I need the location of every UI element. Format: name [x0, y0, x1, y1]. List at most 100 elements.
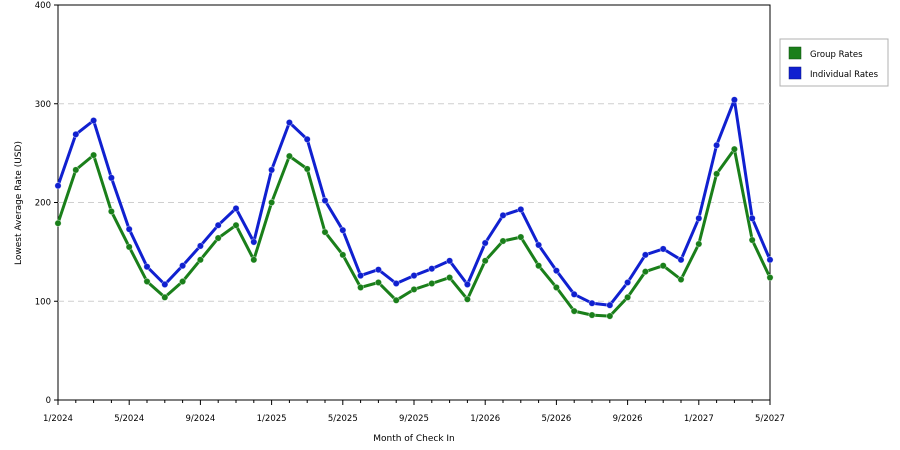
- data-point-individual-rates: [161, 280, 169, 288]
- x-tick-label: 1/2026: [470, 414, 500, 424]
- legend: Group Rates Individual Rates: [779, 38, 889, 87]
- data-point-individual-rates: [730, 96, 738, 104]
- data-point-individual-rates: [570, 290, 578, 298]
- data-point-individual-rates: [339, 226, 347, 234]
- data-point-individual-rates: [517, 205, 525, 213]
- data-point-individual-rates: [179, 262, 187, 270]
- data-point-group-rates: [730, 145, 738, 153]
- data-point-individual-rates: [713, 141, 721, 149]
- x-tick-label: 9/2026: [613, 414, 643, 424]
- y-axis-title: Lowest Average Rate (USD): [14, 141, 24, 265]
- data-point-group-rates: [161, 293, 169, 301]
- data-point-individual-rates: [374, 266, 382, 274]
- data-point-group-rates: [624, 293, 632, 301]
- data-point-individual-rates: [499, 211, 507, 219]
- data-point-group-rates: [695, 240, 703, 248]
- legend-label-individual-rates: Individual Rates: [810, 70, 879, 80]
- data-point-individual-rates: [410, 272, 418, 280]
- y-tick-label: 200: [35, 199, 51, 209]
- data-point-group-rates: [428, 279, 436, 287]
- x-tick-label: 1/2025: [257, 414, 287, 424]
- legend-swatch-individual-rates: [788, 66, 802, 80]
- data-point-individual-rates: [766, 256, 774, 264]
- data-point-group-rates: [250, 256, 258, 264]
- y-tick-label: 0: [46, 396, 51, 406]
- data-point-group-rates: [552, 283, 560, 291]
- x-tick-label: 5/2024: [114, 414, 144, 424]
- data-point-individual-rates: [463, 280, 471, 288]
- data-point-individual-rates: [392, 279, 400, 287]
- data-point-group-rates: [606, 312, 614, 320]
- data-point-individual-rates: [285, 119, 293, 127]
- data-point-individual-rates: [624, 278, 632, 286]
- y-tick-label: 100: [35, 297, 51, 307]
- data-point-group-rates: [143, 277, 151, 285]
- data-point-group-rates: [268, 199, 276, 207]
- data-point-individual-rates: [268, 166, 276, 174]
- data-point-individual-rates: [54, 182, 62, 190]
- axis-layer: 0 100 200 300 400 1/2024 5/2024 9/2024 1/2025 5/2…: [35, 1, 785, 424]
- data-point-individual-rates: [659, 245, 667, 253]
- data-point-group-rates: [125, 243, 133, 251]
- data-point-individual-rates: [695, 214, 703, 222]
- x-tick-label: 1/2024: [43, 414, 73, 424]
- data-point-group-rates: [499, 237, 507, 245]
- data-point-group-rates: [463, 295, 471, 303]
- data-point-group-rates: [179, 277, 187, 285]
- data-point-group-rates: [54, 219, 62, 227]
- data-point-group-rates: [339, 251, 347, 259]
- data-point-group-rates: [748, 236, 756, 244]
- x-axis-title: Month of Check In: [373, 434, 455, 444]
- data-point-individual-rates: [196, 242, 204, 250]
- data-point-individual-rates: [232, 204, 240, 212]
- data-point-group-rates: [321, 228, 329, 236]
- x-tick-label: 9/2025: [399, 414, 429, 424]
- data-point-group-rates: [285, 152, 293, 160]
- x-tick-label: 5/2026: [541, 414, 571, 424]
- data-point-group-rates: [303, 165, 311, 173]
- data-point-group-rates: [446, 274, 454, 282]
- data-point-individual-rates: [90, 117, 98, 125]
- data-point-group-rates: [410, 285, 418, 293]
- x-tick-label: 1/2027: [684, 414, 714, 424]
- data-point-group-rates: [517, 233, 525, 241]
- data-point-individual-rates: [303, 135, 311, 143]
- data-point-group-rates: [588, 311, 596, 319]
- y-tick-label: 400: [35, 1, 51, 11]
- data-point-individual-rates: [641, 251, 649, 259]
- data-point-group-rates: [677, 276, 685, 284]
- data-point-group-rates: [72, 166, 80, 174]
- data-point-group-rates: [535, 262, 543, 270]
- data-point-group-rates: [232, 221, 240, 229]
- data-point-individual-rates: [107, 174, 115, 182]
- data-point-individual-rates: [72, 130, 80, 138]
- data-point-individual-rates: [357, 272, 365, 280]
- data-point-individual-rates: [250, 238, 258, 246]
- data-point-individual-rates: [214, 221, 222, 229]
- data-point-group-rates: [374, 278, 382, 286]
- data-point-individual-rates: [428, 265, 436, 273]
- data-point-individual-rates: [481, 239, 489, 247]
- x-tick-label: 5/2027: [755, 414, 785, 424]
- series-layer: [54, 96, 774, 320]
- y-tick-label: 300: [35, 100, 51, 110]
- data-point-individual-rates: [552, 267, 560, 275]
- data-point-group-rates: [713, 170, 721, 178]
- data-point-group-rates: [659, 262, 667, 270]
- data-point-individual-rates: [535, 241, 543, 249]
- legend-label-group-rates: Group Rates: [810, 50, 863, 60]
- data-point-group-rates: [641, 268, 649, 276]
- data-point-individual-rates: [588, 299, 596, 307]
- data-point-individual-rates: [143, 263, 151, 271]
- data-point-group-rates: [357, 283, 365, 291]
- grid-layer: [57, 4, 771, 401]
- data-point-group-rates: [107, 207, 115, 215]
- x-tick-label: 9/2024: [185, 414, 215, 424]
- data-point-individual-rates: [125, 225, 133, 233]
- data-point-individual-rates: [677, 256, 685, 264]
- data-point-group-rates: [766, 274, 774, 282]
- data-point-individual-rates: [606, 301, 614, 309]
- data-point-group-rates: [481, 257, 489, 265]
